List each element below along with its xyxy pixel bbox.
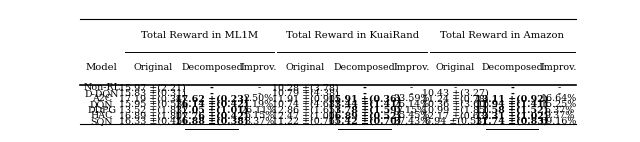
Text: Original: Original bbox=[285, 63, 324, 72]
Text: 10.99 ±(1.85): 10.99 ±(1.85) bbox=[422, 106, 488, 115]
Text: 26.11%: 26.11% bbox=[241, 106, 277, 115]
Text: 15.95 ±(0.53): 15.95 ±(0.53) bbox=[119, 100, 186, 109]
Text: 1.19%: 1.19% bbox=[244, 100, 274, 109]
Text: -: - bbox=[557, 89, 561, 98]
Text: 16.89 ±(0.52): 16.89 ±(0.52) bbox=[328, 111, 401, 120]
Text: 16.14 ±(0.42): 16.14 ±(0.42) bbox=[175, 100, 248, 109]
Text: 9.37%: 9.37% bbox=[544, 111, 574, 120]
Text: 11.94 ±(1.41): 11.94 ±(1.41) bbox=[476, 100, 548, 109]
Text: -: - bbox=[510, 89, 514, 98]
Text: 11.24 ±(0.78): 11.24 ±(0.78) bbox=[422, 94, 488, 103]
Text: 15.91 ±(0.36): 15.91 ±(0.36) bbox=[328, 94, 401, 103]
Text: 12.17 ±(0.63): 12.17 ±(0.63) bbox=[422, 111, 488, 120]
Text: 17.19 ±(0.34): 17.19 ±(0.34) bbox=[119, 94, 186, 103]
Text: 37.43%: 37.43% bbox=[393, 117, 429, 126]
Text: 5.15%: 5.15% bbox=[244, 111, 274, 120]
Text: HAC: HAC bbox=[90, 111, 113, 120]
Text: -: - bbox=[410, 83, 413, 92]
Text: 10.43 ±(3.27): 10.43 ±(3.27) bbox=[422, 89, 488, 98]
Text: 13.11 ±(0.92): 13.11 ±(0.92) bbox=[476, 94, 548, 103]
Text: 17.62 ±(0.23): 17.62 ±(0.23) bbox=[175, 94, 248, 103]
Text: -: - bbox=[210, 83, 214, 92]
Text: 7.15%: 7.15% bbox=[396, 106, 426, 115]
Text: -: - bbox=[410, 89, 413, 98]
Text: -: - bbox=[362, 89, 366, 98]
Text: 15.42 ±(0.70): 15.42 ±(0.70) bbox=[328, 117, 401, 126]
Text: -: - bbox=[362, 83, 366, 92]
Text: 5.37%: 5.37% bbox=[544, 106, 574, 115]
Text: 16.64%: 16.64% bbox=[541, 94, 577, 103]
Text: 17.76 ±(0.42): 17.76 ±(0.42) bbox=[175, 111, 248, 120]
Text: 35.45%: 35.45% bbox=[393, 111, 429, 120]
Text: D-DQN: D-DQN bbox=[84, 89, 119, 98]
Text: 2.50%: 2.50% bbox=[244, 94, 274, 103]
Text: 10.36 ±(3.60): 10.36 ±(3.60) bbox=[422, 100, 488, 109]
Text: A2C: A2C bbox=[92, 94, 112, 103]
Text: 15.83 ±(0.31): 15.83 ±(0.31) bbox=[119, 89, 186, 98]
Text: 15.25%: 15.25% bbox=[541, 100, 577, 109]
Text: 13.52 ±(1.83): 13.52 ±(1.83) bbox=[119, 106, 186, 115]
Text: DQN: DQN bbox=[90, 100, 113, 109]
Text: 33.59%: 33.59% bbox=[393, 94, 429, 103]
Text: 11.91 ±(0.90): 11.91 ±(0.90) bbox=[272, 94, 339, 103]
Text: Decomposed: Decomposed bbox=[181, 63, 243, 72]
Text: 3.37%: 3.37% bbox=[244, 117, 274, 126]
Text: -: - bbox=[510, 83, 514, 92]
Text: Total Reward in ML1M: Total Reward in ML1M bbox=[141, 31, 259, 40]
Text: Total Reward in KuaiRand: Total Reward in KuaiRand bbox=[285, 31, 419, 40]
Text: 12.86 ±(1.65): 12.86 ±(1.65) bbox=[271, 106, 339, 115]
Text: -: - bbox=[257, 83, 260, 92]
Text: 16.33 ±(0.45): 16.33 ±(0.45) bbox=[119, 117, 186, 126]
Text: 16.89 ±(1.80): 16.89 ±(1.80) bbox=[119, 111, 186, 120]
Text: 16.88 ±(0.38): 16.88 ±(0.38) bbox=[175, 117, 248, 126]
Text: -: - bbox=[257, 89, 260, 98]
Text: Decomposed: Decomposed bbox=[333, 63, 395, 72]
Text: Improv.: Improv. bbox=[541, 63, 577, 72]
Text: 25.14%: 25.14% bbox=[394, 100, 429, 109]
Text: 15.97 ±(2.21): 15.97 ±(2.21) bbox=[119, 83, 186, 92]
Text: 13.78 ±(1.59): 13.78 ±(1.59) bbox=[328, 106, 401, 115]
Text: 11.22 ±(0.76): 11.22 ±(0.76) bbox=[272, 117, 339, 126]
Text: Improv.: Improv. bbox=[241, 63, 277, 72]
Text: Total Reward in Amazon: Total Reward in Amazon bbox=[440, 31, 564, 40]
Text: 13.31 ±(1.02): 13.31 ±(1.02) bbox=[476, 111, 548, 120]
Text: 10.28 ±(3.78): 10.28 ±(3.78) bbox=[272, 83, 339, 92]
Text: Original: Original bbox=[435, 63, 475, 72]
Text: 69.16%: 69.16% bbox=[541, 117, 577, 126]
Text: Decomposed: Decomposed bbox=[481, 63, 543, 72]
Text: DDPG: DDPG bbox=[87, 106, 116, 115]
Text: Improv.: Improv. bbox=[393, 63, 429, 72]
Text: 11.58 ±(1.52): 11.58 ±(1.52) bbox=[476, 106, 548, 115]
Text: -: - bbox=[454, 83, 457, 92]
Text: -: - bbox=[210, 89, 214, 98]
Text: Model: Model bbox=[86, 63, 118, 72]
Text: 10.74 ±(4.68): 10.74 ±(4.68) bbox=[272, 100, 339, 109]
Text: 11.74 ±(0.83): 11.74 ±(0.83) bbox=[476, 117, 548, 126]
Text: 6.94 ±(0.53): 6.94 ±(0.53) bbox=[424, 117, 486, 126]
Text: Original: Original bbox=[133, 63, 172, 72]
Text: -: - bbox=[557, 83, 561, 92]
Text: 12.47 ±(1.00): 12.47 ±(1.00) bbox=[272, 111, 339, 120]
Text: 10.79 ±(4.38): 10.79 ±(4.38) bbox=[272, 89, 339, 98]
Text: 17.05 ±(1.01): 17.05 ±(1.01) bbox=[175, 106, 248, 115]
Text: SQN: SQN bbox=[90, 117, 113, 126]
Text: 13.44 ±(1.41): 13.44 ±(1.41) bbox=[328, 100, 401, 109]
Text: Non-RL: Non-RL bbox=[83, 83, 120, 92]
